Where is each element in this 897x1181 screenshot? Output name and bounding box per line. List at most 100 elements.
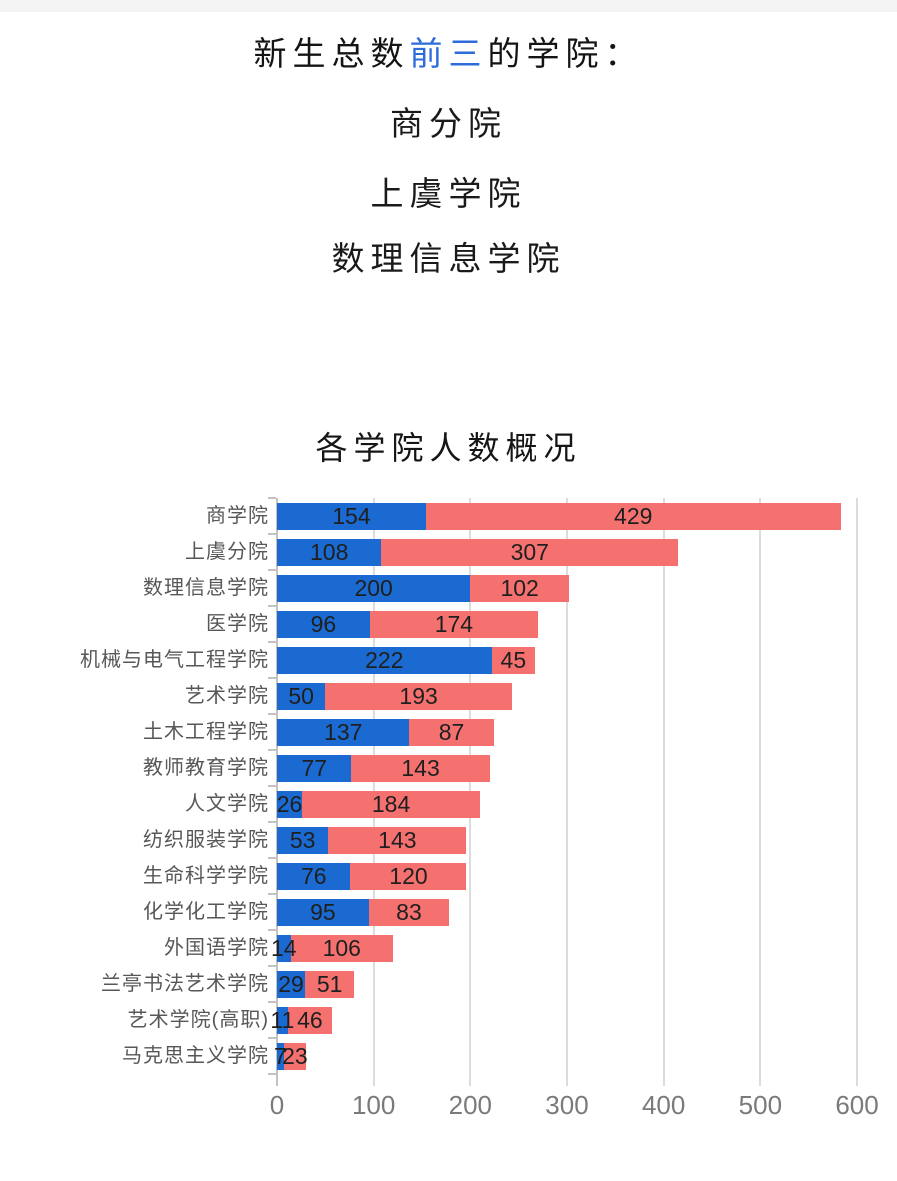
x-tick-label: 600 [835, 1090, 879, 1120]
bar-segment-blue-segment [277, 862, 351, 890]
y-axis-tick [268, 965, 276, 967]
bar-value-label: 200 [354, 574, 393, 601]
bar-segment-blue-segment [277, 646, 492, 674]
y-axis-tick [268, 821, 276, 823]
category-label: 纺织服装学院 [143, 829, 269, 851]
category-label: 生命科学学院 [143, 865, 269, 887]
bar-value-label: 83 [396, 898, 422, 925]
bar-segment-red-segment [470, 574, 569, 602]
bar-value-label: 96 [310, 610, 337, 637]
bar-segment-red-segment [350, 862, 467, 890]
bar-segment-red-segment [283, 1042, 306, 1070]
category-label: 兰亭书法艺术学院 [101, 973, 269, 995]
gridline [566, 498, 568, 1086]
y-axis-tick [268, 749, 276, 751]
bar-segment-blue-segment [277, 502, 426, 530]
bar-value-label: 102 [500, 574, 539, 601]
bar-segment-red-segment [290, 934, 393, 962]
bar-value-label: 11 [270, 1006, 295, 1033]
category-label: 化学化工学院 [143, 901, 269, 923]
bar-value-label: 429 [614, 502, 653, 529]
bar-segment-blue-segment [277, 574, 471, 602]
chart-title: 各学院人数概况 [315, 430, 582, 466]
x-tick-label: 0 [269, 1090, 285, 1120]
bar-segment-blue-segment [277, 898, 369, 926]
bar-value-label: 174 [434, 610, 474, 637]
bar-segment-blue-segment [277, 538, 382, 566]
bar-segment-blue-segment [277, 1006, 288, 1034]
y-axis-tick [268, 605, 276, 607]
bar-value-label: 143 [401, 754, 440, 781]
y-axis-tick [268, 713, 276, 715]
category-label: 马克思主义学院 [122, 1045, 269, 1067]
bar-value-label: 51 [316, 970, 343, 997]
bar-value-label: 184 [371, 790, 411, 817]
bar-segment-blue-segment [277, 790, 303, 818]
bar-segment-red-segment [491, 646, 536, 674]
y-axis-tick [268, 893, 276, 895]
bar-value-label: 222 [365, 646, 404, 673]
bar-segment-red-segment [287, 1006, 333, 1034]
bar-value-label: 53 [289, 826, 316, 853]
category-label: 机械与电气工程学院 [80, 649, 269, 671]
bar-value-label: 95 [310, 898, 336, 925]
y-axis-tick [268, 857, 276, 859]
page-title-prefix: 新生总数 [253, 35, 410, 72]
category-label: 数理信息学院 [143, 577, 269, 599]
gridline [662, 498, 665, 1086]
bar-value-label: 7 [273, 1042, 287, 1069]
category-label: 人文学院 [185, 793, 269, 815]
bar-segment-red-segment [368, 898, 450, 926]
bar-segment-blue-segment [277, 826, 329, 854]
bar-segment-blue-segment [277, 1042, 284, 1070]
top-strip [0, 0, 897, 12]
y-axis-tick [268, 1073, 276, 1075]
bar-segment-red-segment [302, 790, 480, 818]
bar-value-label: 87 [438, 718, 465, 745]
bar-value-label: 29 [278, 970, 304, 997]
bar-segment-red-segment [381, 538, 679, 566]
y-axis-tick [268, 929, 276, 931]
top-college-1: 商分院 [390, 105, 507, 142]
bar-segment-blue-segment [277, 934, 291, 962]
x-tick-label: 500 [738, 1090, 783, 1120]
bar-segment-blue-segment [277, 970, 306, 998]
top-college-2: 上虞学院 [370, 175, 527, 212]
top-college-3: 数理信息学院 [331, 240, 566, 277]
bar-value-label: 106 [322, 934, 361, 961]
page-title: 新生总数前三的学院： [0, 27, 897, 75]
bar-segment-blue-segment [277, 610, 370, 638]
category-label: 土木工程学院 [143, 721, 269, 743]
x-tick-label: 300 [545, 1090, 589, 1120]
bar-segment-red-segment [351, 754, 490, 782]
category-label: 外国语学院 [164, 937, 269, 959]
x-tick-label: 400 [641, 1090, 686, 1120]
bar-value-label: 137 [324, 718, 363, 745]
y-axis-tick [268, 677, 276, 679]
bar-value-label: 77 [301, 754, 327, 781]
y-axis-tick [268, 533, 276, 535]
bar-value-label: 143 [378, 826, 417, 853]
y-axis-tick [268, 569, 276, 571]
bar-segment-blue-segment [277, 682, 326, 710]
category-label: 商学院 [206, 505, 269, 527]
bar-value-label: 120 [389, 862, 428, 889]
category-label: 艺术学院(高职) [127, 1009, 269, 1031]
bar-segment-red-segment [425, 502, 841, 530]
bar-value-label: 108 [310, 538, 349, 565]
bar-segment-red-segment [305, 970, 355, 998]
y-axis-tick [268, 785, 276, 787]
category-label: 教师教育学院 [143, 757, 269, 779]
y-axis-tick [268, 497, 276, 499]
page-title-highlight: 前三 [409, 35, 488, 72]
bar-segment-red-segment [409, 718, 494, 746]
y-axis-tick [268, 1001, 276, 1003]
page-title-suffix: 的学院： [487, 35, 644, 72]
bar-segment-red-segment [328, 826, 467, 854]
gridline [759, 498, 762, 1086]
bar-value-label: 76 [300, 862, 327, 889]
bar-segment-blue-segment [277, 754, 352, 782]
bar-value-label: 193 [399, 682, 438, 709]
